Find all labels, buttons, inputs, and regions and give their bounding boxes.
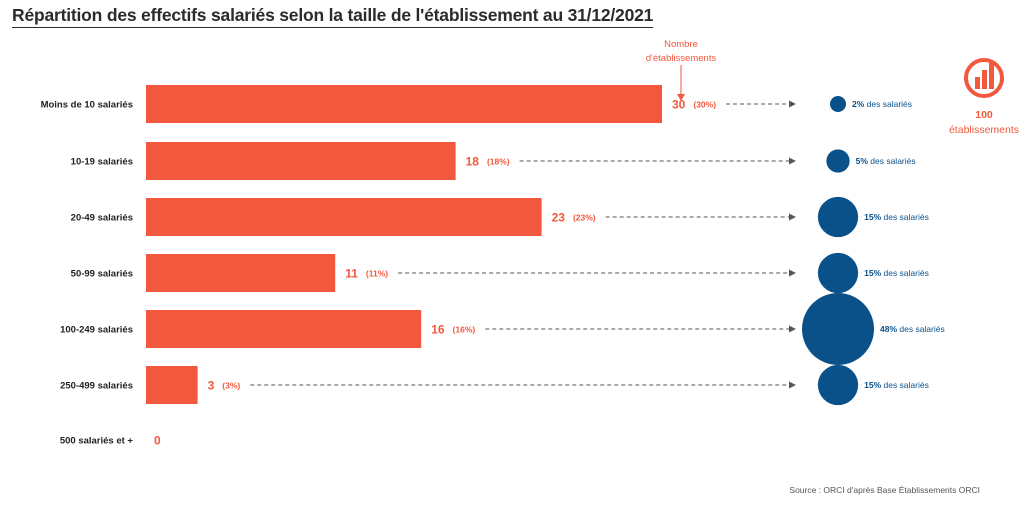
employee-share-suffix: des salariés — [868, 156, 916, 166]
category-label: Moins de 10 salariés — [41, 100, 133, 111]
percent-label: (16%) — [453, 325, 476, 335]
value-label: 23 — [552, 211, 566, 225]
employee-share-value: 15% — [864, 268, 881, 278]
bar-chart-circle-icon — [964, 58, 1004, 98]
category-label: 250-499 salariés — [60, 381, 133, 392]
employee-share-label: 15% des salariés — [864, 268, 929, 278]
value-label: 30 — [672, 98, 686, 112]
bar-row: 10-19 salariés 18 (18%) 5% des salariés — [71, 142, 916, 180]
badge-label: établissements — [949, 124, 1019, 136]
percent-label: (30%) — [693, 100, 716, 110]
total-badge: 100 établissements — [949, 58, 1019, 136]
annotation-line-1: Nombre — [664, 39, 698, 50]
value-label: 11 — [345, 267, 358, 281]
annotation-line-2: d'établissements — [646, 53, 717, 64]
employee-share-label: 15% des salariés — [864, 380, 929, 390]
connector-arrow-head — [789, 213, 796, 221]
category-label: 100-249 salariés — [60, 325, 133, 336]
bar — [146, 366, 198, 404]
employee-share-label: 5% des salariés — [856, 156, 916, 166]
badge-icon-bar — [975, 77, 980, 89]
value-label: 16 — [431, 323, 445, 337]
category-label: 20-49 salariés — [71, 213, 133, 224]
employee-share-suffix: des salariés — [881, 212, 929, 222]
bar — [146, 85, 662, 123]
employee-share-bubble — [817, 252, 859, 294]
source-note: Source : ORCI d'après Base Établissement… — [789, 485, 980, 495]
percent-label: (3%) — [222, 381, 240, 391]
category-label: 500 salariés et + — [60, 436, 134, 447]
connector-arrow-head — [789, 269, 796, 277]
connector-arrow-head — [789, 325, 796, 333]
percent-label: (11%) — [366, 269, 388, 279]
employee-share-bubble — [817, 196, 859, 238]
value-label: 18 — [466, 155, 480, 169]
badge-value: 100 — [975, 109, 993, 121]
bar-row: 20-49 salariés 23 (23%) 15% des salariés — [71, 196, 929, 238]
employee-share-bubble — [826, 149, 850, 173]
connector-arrow-head — [789, 381, 796, 389]
value-label: 0 — [154, 434, 161, 448]
employee-share-suffix: des salariés — [897, 324, 945, 334]
employee-share-bubble — [802, 293, 874, 365]
employee-share-bubble — [817, 364, 859, 406]
bar-row: 100-249 salariés 16 (16%) 48% des salariés — [60, 293, 945, 365]
employee-share-suffix: des salariés — [864, 99, 912, 109]
bar-row: 500 salariés et + 0 — [60, 434, 161, 448]
connector-arrow-head — [789, 100, 796, 108]
employee-share-value: 5% — [856, 156, 869, 166]
employee-share-bubble — [830, 96, 846, 112]
bar-row: 250-499 salariés 3 (3%) 15% des salariés — [60, 364, 929, 406]
bar — [146, 142, 456, 180]
employee-share-value: 48% — [880, 324, 897, 334]
annotation-establishments: Nombre d'établissements — [646, 39, 717, 101]
connector-arrow-head — [789, 157, 796, 165]
bar-row: Moins de 10 salariés 30 (30%) 2% des salari… — [41, 85, 912, 123]
employee-share-value: 15% — [864, 380, 881, 390]
category-label: 50-99 salariés — [71, 269, 133, 280]
employee-share-suffix: des salariés — [881, 268, 929, 278]
bar — [146, 198, 542, 236]
employee-share-label: 15% des salariés — [864, 212, 929, 222]
value-label: 3 — [208, 379, 215, 393]
percent-label: (23%) — [573, 213, 596, 223]
employee-share-label: 2% des salariés — [852, 99, 912, 109]
annotation-arrow-head — [677, 94, 685, 101]
employee-share-value: 15% — [864, 212, 881, 222]
badge-icon-bar — [982, 70, 987, 89]
employee-share-value: 2% — [852, 99, 865, 109]
chart-title: Répartition des effectifs salariés selon… — [12, 5, 653, 28]
bar — [146, 254, 336, 292]
badge-icon-bar — [989, 63, 994, 89]
percent-label: (18%) — [487, 157, 510, 167]
bar — [146, 310, 422, 348]
bar-row: 50-99 salariés 11 (11%) 15% des salariés — [71, 252, 929, 294]
category-label: 10-19 salariés — [71, 157, 133, 168]
employee-share-label: 48% des salariés — [880, 324, 945, 334]
employee-share-suffix: des salariés — [881, 380, 929, 390]
